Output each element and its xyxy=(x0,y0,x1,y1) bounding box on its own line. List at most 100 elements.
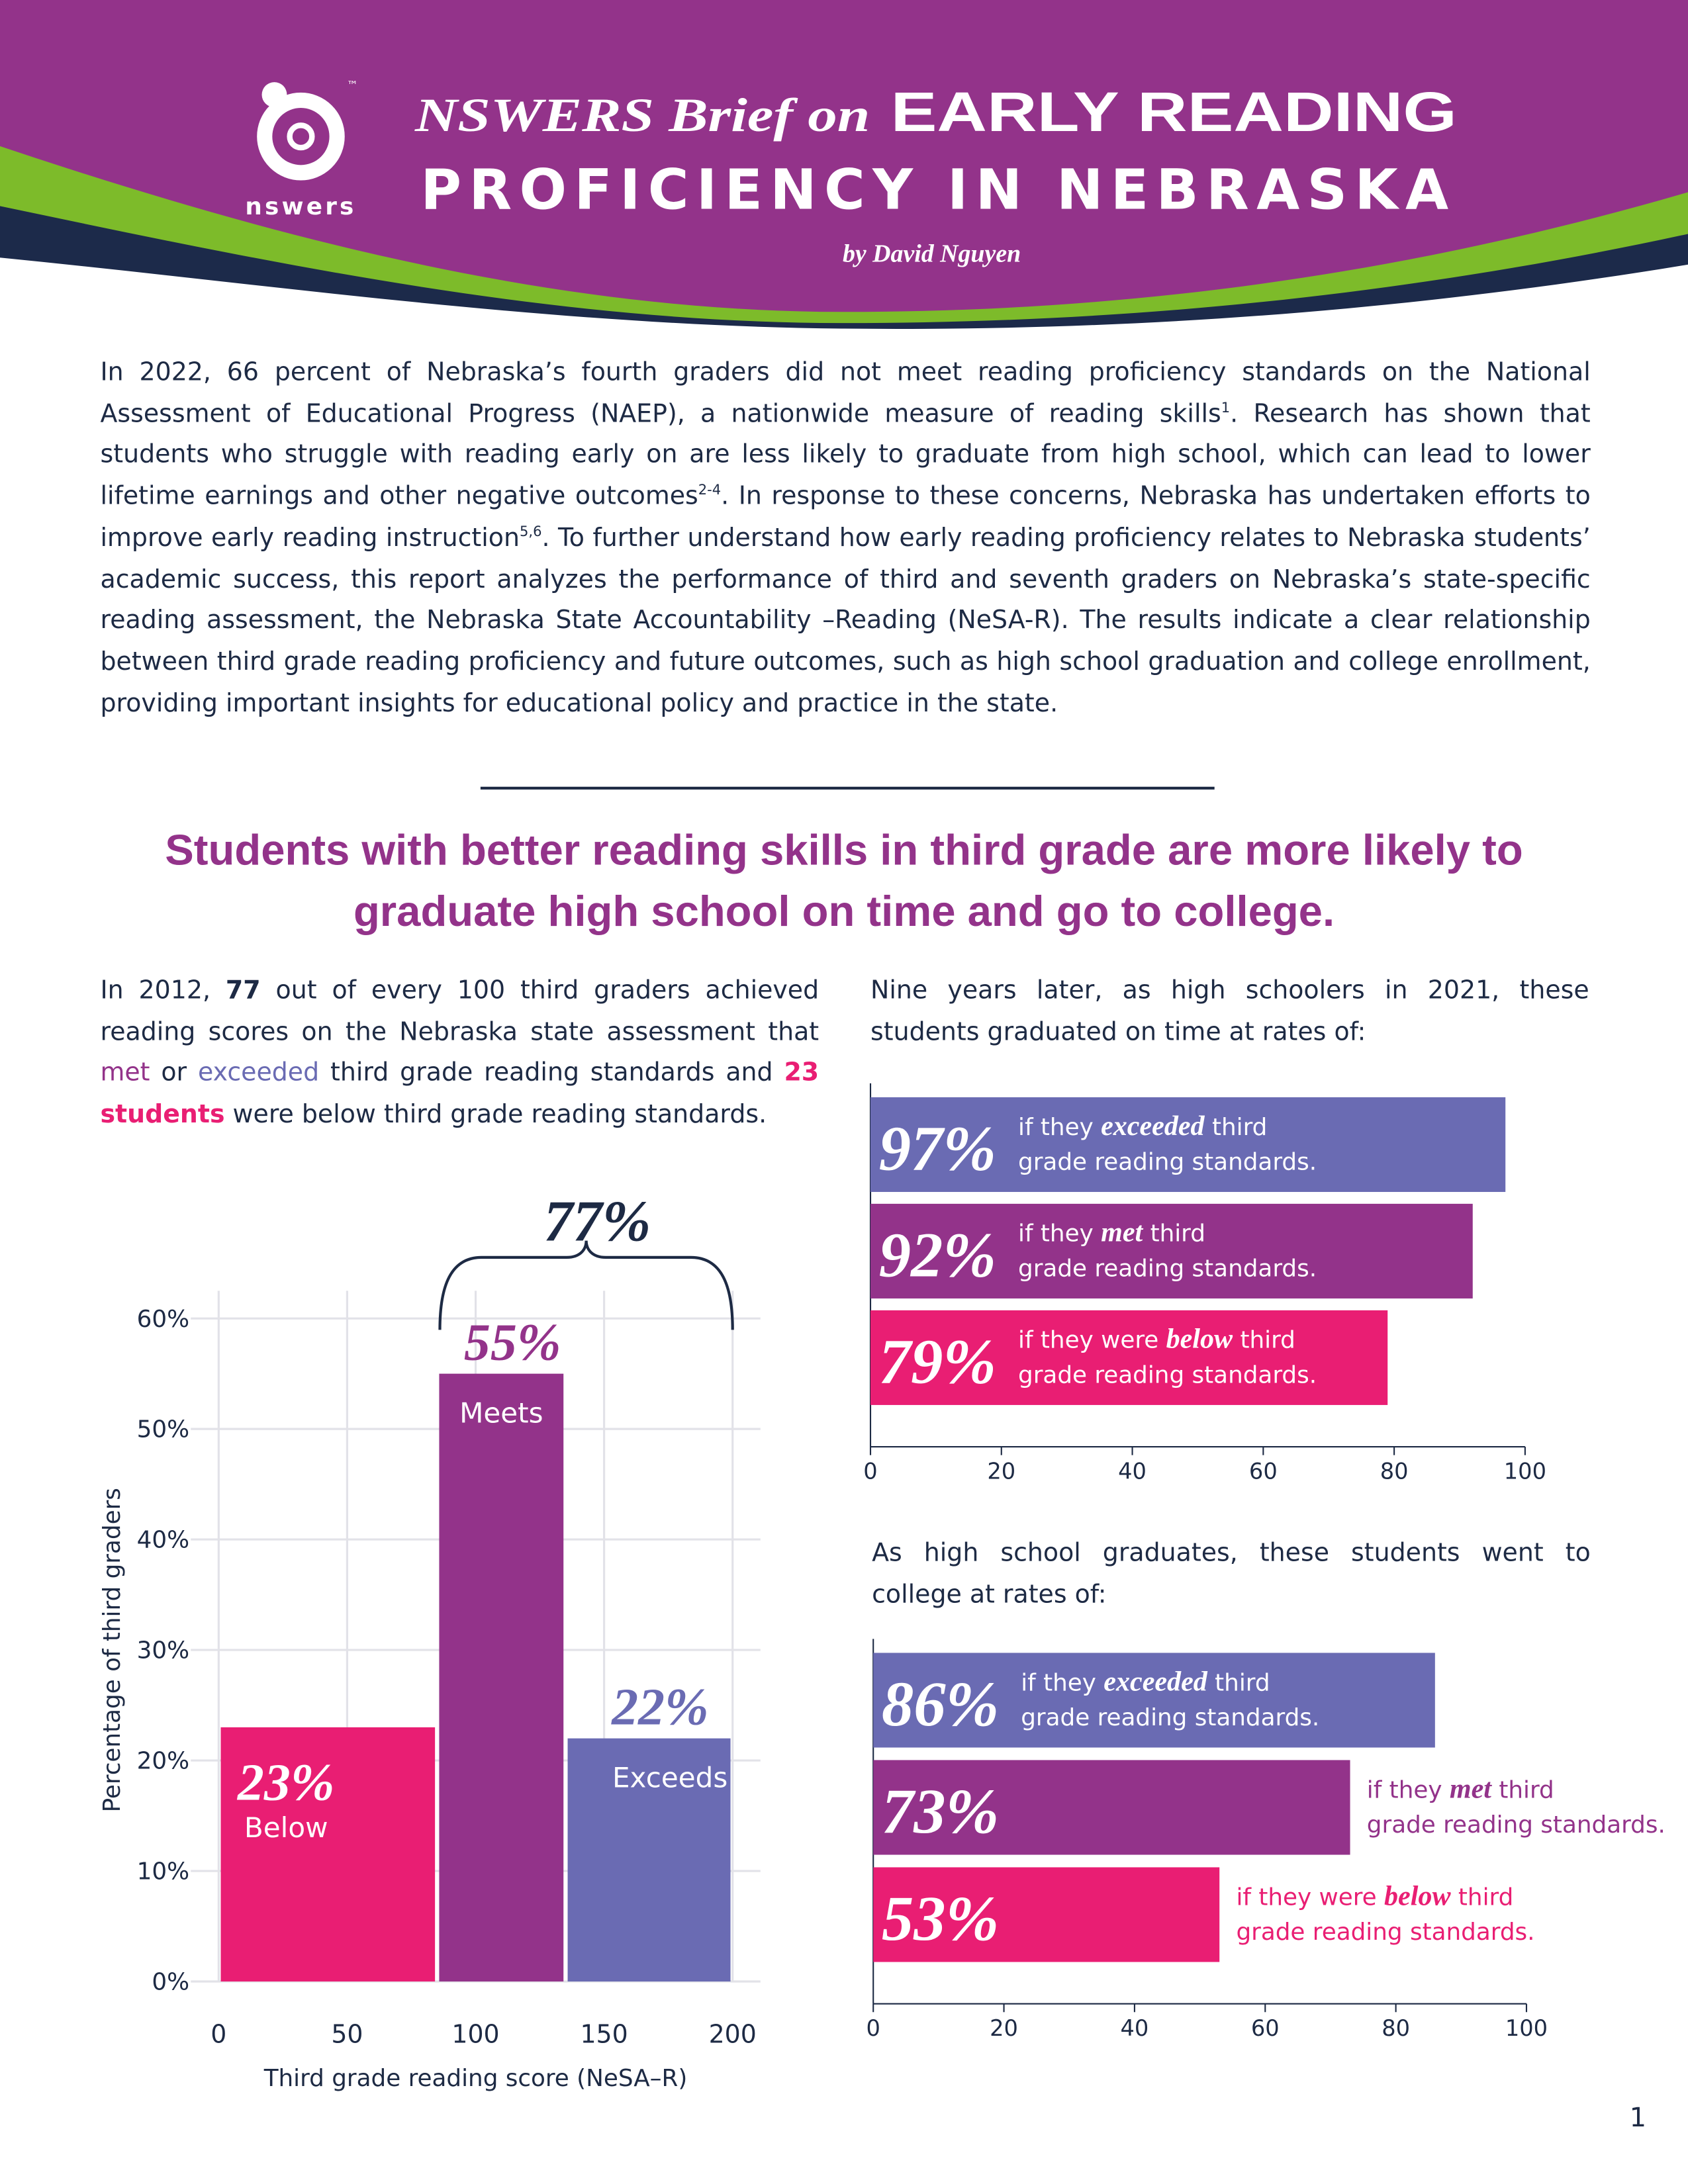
text: third grade reading standards and xyxy=(319,1058,784,1089)
value-label: 97% xyxy=(879,1113,996,1183)
value-label: 22% xyxy=(611,1678,709,1737)
bar-label: if they exceeded third xyxy=(1018,1111,1267,1142)
x-tick-label: 0 xyxy=(211,2020,226,2049)
bar-label: grade reading standards. xyxy=(1367,1811,1665,1839)
value-label: 92% xyxy=(879,1219,996,1290)
y-tick-label: 40% xyxy=(137,1527,189,1554)
bracket-label: 77% xyxy=(543,1189,651,1254)
bar-label: grade reading standards. xyxy=(1018,1148,1317,1175)
label-part: third xyxy=(1451,1884,1514,1911)
title-line-2: PROFICIENCY IN NEBRASKA xyxy=(420,158,1448,222)
x-tick-label: 200 xyxy=(709,2020,757,2049)
college-text: As high school graduates, these students… xyxy=(872,1538,1591,1610)
text: or xyxy=(150,1058,198,1089)
x-tick-label: 60 xyxy=(1251,2015,1280,2041)
bar-label: grade reading standards. xyxy=(1236,1919,1534,1946)
bar xyxy=(870,1203,1473,1298)
header: nswers ™ NSWERS Brief on EARLY READING PR… xyxy=(0,0,1688,329)
bar-label: if they met third xyxy=(1018,1218,1205,1248)
highlight: 77 xyxy=(225,976,261,1006)
trademark: ™ xyxy=(347,79,358,92)
byline: by David Nguyen xyxy=(843,240,1021,268)
page-number: 1 xyxy=(1629,2103,1647,2134)
x-axis-label: Third grade reading score (NeSA–R) xyxy=(263,2065,688,2092)
graduation-text: Nine years later, as high schoolers in 2… xyxy=(870,976,1589,1047)
category-label: Below xyxy=(244,1811,328,1844)
label-part: if they were xyxy=(1018,1327,1166,1354)
bar-label: if they met third xyxy=(1367,1774,1554,1804)
bar xyxy=(567,1738,731,1981)
value-label: 55% xyxy=(464,1314,561,1372)
label-part: if they xyxy=(1367,1776,1450,1803)
value-label: 53% xyxy=(882,1883,999,1954)
header-purple xyxy=(0,0,1688,312)
x-tick-label: 40 xyxy=(1121,2015,1149,2041)
highlight-below: 23 students xyxy=(100,1058,820,1130)
title-main: EARLY READING xyxy=(891,81,1457,143)
label-emphasis: exceeded xyxy=(1103,1666,1207,1697)
citation: 2-4 xyxy=(698,483,722,499)
bar xyxy=(870,1097,1506,1193)
bar-label: if they were below third xyxy=(1018,1324,1295,1355)
bar xyxy=(439,1373,564,1981)
bar-label: if they exceeded third xyxy=(1021,1666,1270,1697)
label-part: if they xyxy=(1021,1669,1103,1696)
x-tick-label: 0 xyxy=(866,2015,880,2041)
intro-text: . To further understand how early readin… xyxy=(100,523,1591,718)
y-tick-label: 20% xyxy=(137,1748,189,1775)
intro-text: In 2022, 66 percent of Nebraska’s fourth… xyxy=(100,357,1591,429)
bar xyxy=(873,1867,1220,1962)
label-part: third xyxy=(1233,1327,1295,1354)
label-emphasis: met xyxy=(1450,1774,1492,1804)
intro-text: . In response to these concerns, Nebrask… xyxy=(100,482,1591,553)
bar-label: grade reading standards. xyxy=(1021,1704,1319,1731)
label-emphasis: below xyxy=(1166,1324,1233,1355)
label-part: third xyxy=(1207,1669,1270,1696)
bracket xyxy=(438,1240,734,1330)
label-part: if they xyxy=(1018,1114,1101,1141)
citation: 1 xyxy=(1221,400,1231,416)
logo-center xyxy=(287,122,315,151)
x-tick-label: 40 xyxy=(1118,1458,1147,1484)
bar-label: grade reading standards. xyxy=(1018,1361,1317,1388)
citation: 5,6 xyxy=(519,524,542,540)
logo-ring xyxy=(257,92,345,181)
y-tick-label: 50% xyxy=(137,1416,189,1443)
bar xyxy=(873,1760,1350,1855)
value-label: 73% xyxy=(882,1776,999,1846)
x-tick-label: 80 xyxy=(1382,2015,1410,2041)
logo-text: nswers xyxy=(245,193,356,220)
title-lead: NSWERS Brief on xyxy=(414,89,870,142)
label-emphasis: below xyxy=(1384,1881,1451,1911)
x-tick-label: 60 xyxy=(1249,1458,1278,1484)
label-part: if they xyxy=(1018,1220,1101,1248)
x-tick-label: 150 xyxy=(580,2020,628,2049)
y-tick-label: 10% xyxy=(137,1858,189,1886)
y-tick-label: 0% xyxy=(152,1969,189,1996)
bar xyxy=(220,1727,436,1981)
value-label: 23% xyxy=(237,1753,335,1811)
title-line-1: NSWERS Brief on EARLY READING xyxy=(414,81,1457,143)
x-tick-label: 0 xyxy=(863,1458,877,1484)
category-label: Meets xyxy=(459,1396,543,1429)
highlight-exceeded: exceeded xyxy=(197,1058,320,1089)
y-tick-label: 60% xyxy=(137,1306,189,1333)
x-tick-label: 50 xyxy=(331,2020,363,2049)
x-tick-label: 80 xyxy=(1380,1458,1409,1484)
label-emphasis: exceeded xyxy=(1101,1111,1205,1142)
headline: Students with better reading skills in t… xyxy=(165,825,1523,936)
divider xyxy=(480,786,1215,789)
label-emphasis: met xyxy=(1101,1218,1143,1248)
x-tick-label: 100 xyxy=(451,2020,499,2049)
left-text: In 2012, 77 out of every 100 third grade… xyxy=(100,970,819,1136)
bar-label: grade reading standards. xyxy=(1018,1255,1317,1282)
text: were below third grade reading standards… xyxy=(224,1100,767,1130)
x-tick-label: 100 xyxy=(1504,1458,1546,1484)
x-tick-label: 20 xyxy=(987,1458,1015,1484)
logo-dot xyxy=(261,82,287,108)
bar xyxy=(870,1310,1388,1405)
intro: In 2022, 66 percent of Nebraska’s fourth… xyxy=(100,352,1590,724)
label-part: if they were xyxy=(1236,1884,1384,1911)
y-tick-label: 30% xyxy=(137,1637,189,1664)
